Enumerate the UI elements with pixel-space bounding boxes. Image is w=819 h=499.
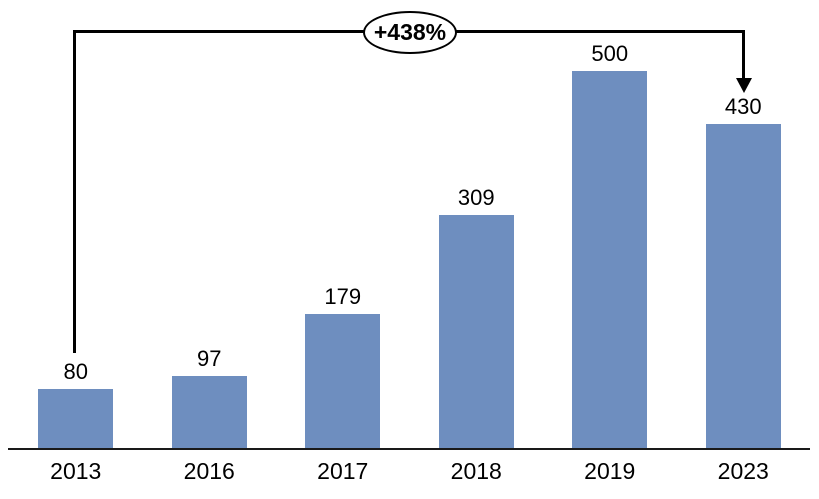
value-label-2018: 309 [457, 185, 495, 210]
value-label-2013: 80 [63, 359, 88, 384]
value-label-2016: 97 [197, 346, 222, 371]
tick-label-2018: 2018 [450, 458, 502, 484]
bar-2019 [572, 71, 648, 449]
value-label-2017: 179 [324, 284, 362, 309]
bar-2016 [171, 376, 247, 449]
tick-label-2019: 2019 [584, 458, 636, 484]
annotation-line-left [72, 30, 76, 353]
tick-label-2013: 2013 [50, 458, 102, 484]
annotation-ellipse: +438% [363, 11, 457, 54]
bar-2018 [438, 215, 514, 449]
annotation-label: +438% [373, 19, 447, 45]
value-label-2023: 430 [724, 94, 762, 119]
tick-label-2016: 2016 [183, 458, 235, 484]
bar-2017 [305, 314, 381, 449]
x-axis-line [8, 448, 810, 450]
annotation-line-right [741, 30, 745, 79]
bar-2023 [705, 124, 781, 449]
bar-2013 [38, 389, 114, 449]
arrow-down-icon [735, 78, 752, 93]
value-label-2019: 500 [591, 41, 629, 66]
tick-label-2017: 2017 [317, 458, 369, 484]
tick-label-2023: 2023 [717, 458, 769, 484]
